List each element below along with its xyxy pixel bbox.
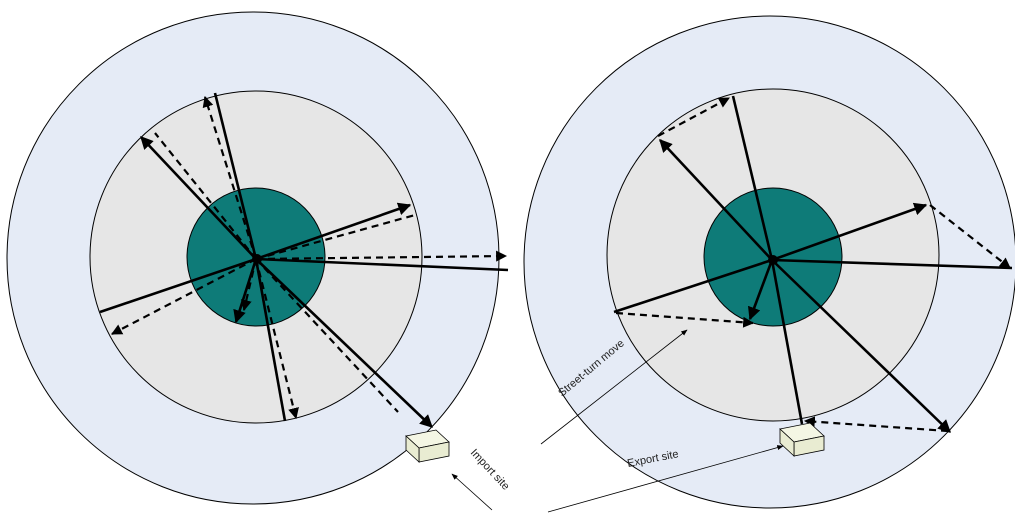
left-dashed-arrow-3 [255, 250, 508, 262]
import-container-icon [405, 429, 450, 463]
right-dashed-arrow-2 [929, 204, 1011, 269]
export-site-pointer [547, 445, 784, 513]
import-site-pointer [451, 473, 493, 511]
left-dashed-arrow-2 [255, 213, 416, 261]
right-solid-line-4 [771, 258, 1013, 270]
left-solid-line-2 [99, 257, 257, 314]
right-dashed-arrow-1 [657, 97, 730, 137]
left-solid-arrow-3 [233, 258, 258, 324]
left-solid-arrow-1 [140, 136, 257, 260]
left-solid-line-1 [213, 92, 258, 260]
right-solid-arrow-1 [659, 139, 773, 261]
right-solid-arrow-4 [771, 259, 951, 433]
left-solid-line-4 [255, 257, 509, 272]
right-solid-line-1 [731, 95, 774, 261]
import-site-label: Import site [468, 447, 512, 493]
left-dashed-line-2 [255, 258, 399, 413]
left-solid-line-3 [254, 258, 287, 422]
left-dashed-arrow-1 [202, 95, 258, 260]
left-dashed-line-1 [154, 132, 257, 260]
left-dashed-arrow-5 [240, 258, 258, 312]
left-solid-arrow-4 [255, 258, 433, 428]
left-dashed-arrow-4 [111, 258, 257, 335]
left-dashed-arrow-6 [254, 258, 299, 420]
left-region [6, 11, 509, 505]
street-turn-pointer [540, 329, 688, 445]
right-dashed-arrow-3 [615, 311, 755, 328]
right-hub [768, 255, 778, 265]
right-region [523, 15, 1015, 509]
right-solid-line-3 [770, 259, 804, 425]
export-container-icon [779, 422, 825, 457]
left-solid-arrow-2 [255, 202, 412, 261]
right-solid-arrow-2 [771, 202, 928, 262]
right-solid-arrow-3 [747, 259, 774, 321]
right-solid-line-2 [613, 258, 773, 314]
left-hub [252, 254, 262, 264]
